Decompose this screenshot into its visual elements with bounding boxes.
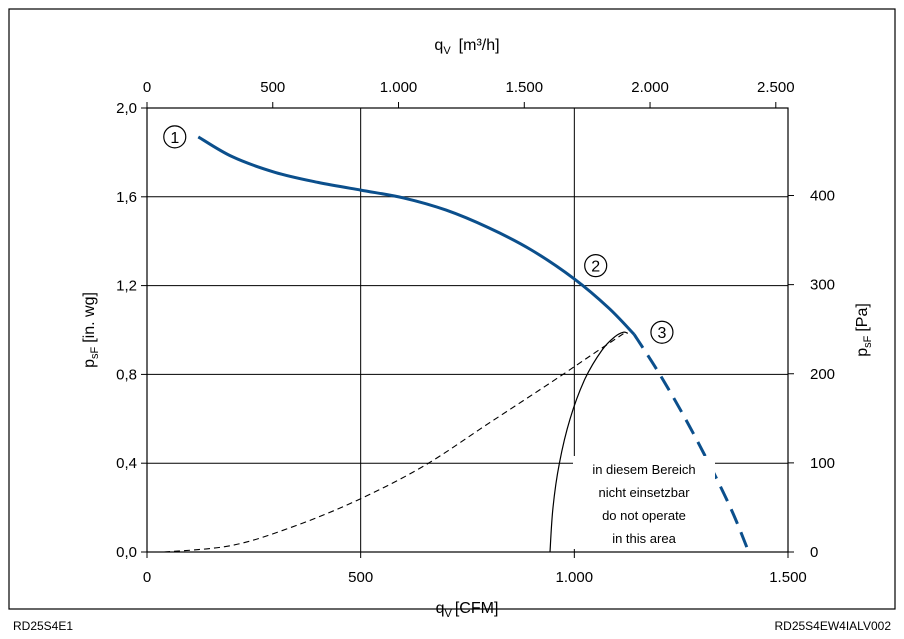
no-operate-annotation: in diesem Bereich nicht einsetzbar do no… <box>573 456 715 549</box>
annotation-line-2: nicht einsetzbar <box>598 485 690 500</box>
y-right-tick-label: 100 <box>810 455 835 472</box>
y-right-tick-label: 0 <box>810 544 818 561</box>
grid-layer <box>147 108 788 552</box>
annotation-line-3: do not operate <box>602 508 686 523</box>
y-right-unit: [Pa] <box>854 303 871 331</box>
x-top-tick-label: 2.000 <box>631 79 669 96</box>
x-bottom-label-sub: V <box>445 608 453 620</box>
operating-point-marker <box>584 254 608 278</box>
plot-area-border <box>146 107 789 553</box>
y-left-unit: [in. wg] <box>81 292 98 343</box>
series-line-2 <box>632 333 751 553</box>
frame-border <box>8 8 896 610</box>
y-left-tick-label: 2,0 <box>116 100 137 117</box>
y-right-axis-title: psF [Pa] <box>854 303 874 357</box>
x-top-tick-label: 1.500 <box>506 79 544 96</box>
series-layer <box>164 135 751 553</box>
x-top-tick-label: 2.500 <box>757 79 795 96</box>
x-top-axis-title: qV [m³/h] <box>434 37 499 57</box>
annotation-line-4: in this area <box>612 531 676 546</box>
operating-point-label: 3 <box>657 325 666 342</box>
x-bottom-tick-label: 500 <box>348 569 373 586</box>
y-left-tick-label: 0,0 <box>116 544 137 561</box>
y-right-label-sub: sF <box>862 335 874 348</box>
x-top-tick-label: 0 <box>143 79 151 96</box>
operating-point-marker <box>163 125 187 149</box>
operating-point-label: 2 <box>591 259 600 276</box>
y-right-label: p <box>854 348 871 357</box>
y-left-label-sub: sF <box>89 347 101 360</box>
x-bottom-tick-label: 1.500 <box>769 569 807 586</box>
marker-layer: 1 2 3 <box>163 125 674 344</box>
x-top-unit: [m³/h] <box>459 37 500 54</box>
annotation-background <box>573 456 715 549</box>
x-top-label-sub: V <box>443 45 451 57</box>
x-top-tick-label: 1.000 <box>380 79 418 96</box>
x-bottom-tick-label: 1.000 <box>556 569 594 586</box>
y-left-tick-label: 1,6 <box>116 189 137 206</box>
y-left-tick-label: 0,8 <box>116 366 137 383</box>
operating-point-label: 1 <box>170 130 179 147</box>
y-right-tick-label: 400 <box>810 188 835 205</box>
annotation-line-1: in diesem Bereich <box>592 462 695 477</box>
series-line-1 <box>197 135 636 336</box>
y-right-tick-label: 300 <box>810 277 835 294</box>
footer-right-code: RD25S4EW4IALV002 <box>774 619 891 633</box>
y-right-tick-label: 200 <box>810 366 835 383</box>
x-bottom-tick-label: 0 <box>143 569 151 586</box>
y-left-tick-label: 1,2 <box>116 278 137 295</box>
y-left-axis-title: psF [in. wg] <box>81 292 101 368</box>
series-line-3 <box>164 331 626 553</box>
series-line-4 <box>549 331 629 553</box>
footer-left-code: RD25S4E1 <box>13 619 73 633</box>
x-bottom-unit: [CFM] <box>455 600 499 617</box>
x-bottom-label: q <box>436 600 445 617</box>
y-left-tick-label: 0,4 <box>116 455 137 472</box>
x-top-label: q <box>434 37 443 54</box>
x-bottom-axis-title: qV [CFM] <box>436 600 499 620</box>
operating-point-marker <box>650 320 674 344</box>
x-top-tick-label: 500 <box>260 79 285 96</box>
y-left-label: p <box>81 359 98 368</box>
